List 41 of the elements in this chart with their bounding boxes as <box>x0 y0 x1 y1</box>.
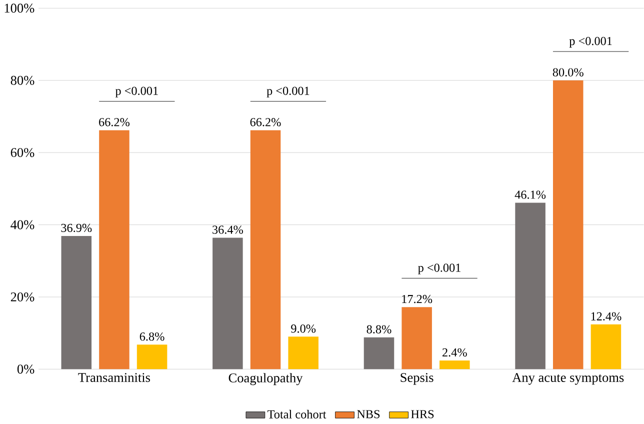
data-label: 9.0% <box>291 324 316 333</box>
legend-label: HRS <box>411 410 434 418</box>
legend-label: Total cohort <box>268 410 326 418</box>
data-label: 12.4% <box>591 312 622 320</box>
legend-label: NBS <box>356 410 380 418</box>
bar <box>590 324 622 369</box>
data-label: 36.4% <box>212 225 243 234</box>
y-tick-label: 20% <box>10 292 34 302</box>
bar <box>552 80 584 369</box>
bar <box>440 360 470 369</box>
bar <box>136 344 168 369</box>
data-label: 66.2% <box>99 118 130 126</box>
x-tick-label: Coagulopathy <box>228 372 303 385</box>
annotation: p <0.001 <box>418 263 460 274</box>
data-label: 8.8% <box>366 325 392 334</box>
y-tick-label: 60% <box>10 148 34 157</box>
data-label: 46.1% <box>514 190 546 199</box>
y-tick-label: 0% <box>17 364 34 374</box>
data-label: 36.9% <box>61 224 92 232</box>
data-label: 80.0% <box>552 68 584 76</box>
data-label: 17.2% <box>402 294 432 303</box>
data-label: 2.4% <box>442 348 467 356</box>
annotation: p <0.001 <box>569 36 612 48</box>
data-label: 6.8% <box>140 332 164 340</box>
data-label: 66.2% <box>250 118 281 126</box>
bar <box>99 130 130 369</box>
y-tick-label: 40% <box>10 220 34 230</box>
y-tick-label: 100% <box>4 3 34 12</box>
bar <box>61 236 92 369</box>
y-tick-label: 80% <box>10 76 34 85</box>
annotation: p <0.001 <box>115 86 158 98</box>
bar <box>364 337 394 369</box>
bar <box>250 130 281 369</box>
bar <box>212 238 243 369</box>
x-tick-label: Sepsis <box>400 372 434 384</box>
bar <box>515 202 546 369</box>
bar <box>288 336 318 369</box>
x-tick-label: Any acute symptoms <box>512 372 624 384</box>
annotation: p <0.001 <box>266 86 310 98</box>
x-tick-label: Transaminitis <box>78 372 150 382</box>
bar <box>402 306 432 369</box>
